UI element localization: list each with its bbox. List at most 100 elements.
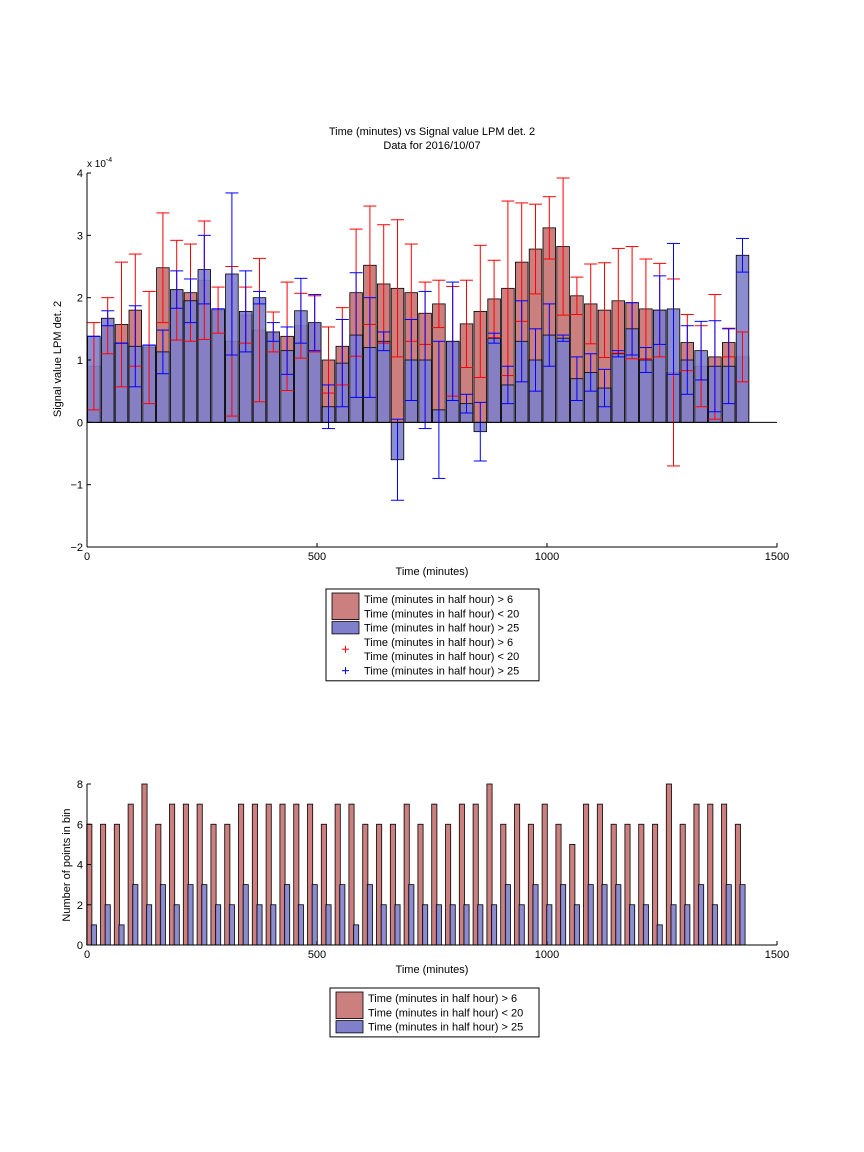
chart2-bar-s1-29 bbox=[491, 904, 498, 946]
chart2-bar-s1-6 bbox=[173, 904, 180, 946]
chart2-bar-s1-47 bbox=[739, 884, 746, 946]
chart2-bar-s1-16 bbox=[311, 884, 318, 946]
chart1-xtick-label-2: 1000 bbox=[535, 551, 559, 563]
chart1-ytick-label-0: −2 bbox=[70, 542, 83, 554]
chart1-legend: Time (minutes in half hour) > 6 Time (min… bbox=[325, 588, 540, 682]
chart2-ytick-label-3: 6 bbox=[77, 819, 83, 831]
chart2-bar-s1-5 bbox=[159, 884, 166, 946]
chart2-legend-label-0-1: Time (minutes in half hour) < 20 bbox=[368, 1007, 523, 1019]
chart1-legend-swatch-1 bbox=[331, 621, 360, 635]
chart2-bar-s1-25 bbox=[435, 904, 442, 946]
chart2-xtick-label-3: 1500 bbox=[765, 949, 789, 961]
chart2-xtick-label-2: 1000 bbox=[535, 949, 559, 961]
chart1-legend-box bbox=[325, 588, 540, 682]
chart2-bar-s1-19 bbox=[353, 924, 360, 946]
chart2-bar-s1-34 bbox=[560, 884, 567, 946]
chart1-xlabel: Time (minutes) bbox=[396, 566, 469, 578]
chart2-bar-s1-40 bbox=[642, 904, 649, 946]
chart2-legend-swatch-0 bbox=[335, 991, 364, 1020]
chart2-bar-s1-0 bbox=[90, 924, 97, 946]
chart2-bar-s1-23 bbox=[408, 884, 415, 946]
chart2-bar-s1-15 bbox=[297, 904, 304, 946]
chart1-subtitle: Data for 2016/10/07 bbox=[383, 140, 480, 152]
chart1-legend-label-0-0: Time (minutes in half hour) > 6 bbox=[364, 594, 513, 606]
chart2-bar-s1-9 bbox=[215, 904, 222, 946]
chart2-bar-s1-21 bbox=[380, 904, 387, 946]
chart2-bar-s1-38 bbox=[615, 884, 622, 946]
chart2-ytick-label-4: 8 bbox=[77, 779, 83, 791]
chart1-bar-s1-34 bbox=[556, 337, 570, 423]
chart2-xtick-label-0: 0 bbox=[84, 949, 90, 961]
chart2-bar-s1-10 bbox=[228, 904, 235, 946]
chart2-bar-s1-30 bbox=[504, 884, 511, 946]
count-chart: 0 500 1000 1500 0 2 4 6 8 Time (minutes) Number … bbox=[61, 779, 789, 1038]
chart1-ticks: 0 500 1000 1500 −2 −1 0 1 2 3 4 bbox=[70, 168, 789, 563]
chart2-legend-box bbox=[329, 987, 540, 1038]
chart2-bar-s1-3 bbox=[132, 884, 139, 946]
chart1-bar-s1-21 bbox=[376, 340, 391, 423]
chart2-legend-label-0-0: Time (minutes in half hour) > 6 bbox=[368, 993, 517, 1005]
chart2-ticks: 0 500 1000 1500 0 2 4 6 8 bbox=[77, 779, 789, 961]
chart1-ytick-label-1: −1 bbox=[70, 480, 83, 492]
chart1-exponent-label: x 10-4 bbox=[87, 157, 112, 170]
chart2-bar-s1-41 bbox=[656, 924, 663, 946]
chart1-bar-s1-38 bbox=[611, 353, 626, 423]
chart1-title: Time (minutes) vs Signal value LPM det. … bbox=[329, 126, 535, 138]
chart1-bar-s1-29 bbox=[487, 337, 501, 423]
chart1-xtick-label-3: 1500 bbox=[765, 551, 789, 563]
chart2-legend-label-1-0: Time (minutes in half hour) > 25 bbox=[368, 1022, 523, 1034]
chart1-legend-label-3-0: Time (minutes in half hour) > 25 bbox=[364, 666, 519, 678]
signal-chart: Time (minutes) vs Signal value LPM det. … bbox=[52, 126, 789, 682]
chart1-xtick-label-1: 500 bbox=[308, 551, 326, 563]
chart1-bars bbox=[87, 227, 750, 461]
chart2-bar-s1-8 bbox=[201, 884, 208, 946]
chart2-bar-s0-19 bbox=[348, 803, 355, 946]
chart1-xtick-label-0: 0 bbox=[84, 551, 90, 563]
chart2-bar-s1-42 bbox=[670, 904, 677, 946]
chart2-bar-s1-44 bbox=[698, 884, 705, 946]
chart1-ytick-label-3: 1 bbox=[77, 355, 83, 367]
chart2-ytick-label-2: 4 bbox=[77, 860, 83, 872]
chart2-bar-s1-45 bbox=[711, 904, 718, 946]
chart1-ytick-label-5: 3 bbox=[77, 230, 83, 242]
chart1-legend-label-2-0: Time (minutes in half hour) > 6 bbox=[364, 637, 513, 649]
chart1-ytick-label-2: 0 bbox=[77, 417, 83, 429]
chart1-error-bars bbox=[87, 177, 749, 501]
chart2-bar-s1-46 bbox=[725, 884, 732, 946]
chart2-ytick-label-1: 2 bbox=[77, 900, 83, 912]
chart1-legend-label-1-0: Time (minutes in half hour) > 25 bbox=[364, 623, 519, 635]
chart2-bar-s1-37 bbox=[601, 884, 608, 946]
chart2-bar-s1-1 bbox=[104, 904, 111, 946]
chart2-bar-s1-2 bbox=[118, 924, 125, 946]
chart2-bar-s1-36 bbox=[587, 884, 594, 946]
chart1-ytick-label-6: 4 bbox=[77, 168, 83, 180]
chart2-bar-s1-31 bbox=[518, 904, 525, 946]
chart2-ylabel: Number of points in bin bbox=[61, 808, 73, 921]
chart2-bar-s1-24 bbox=[422, 904, 429, 946]
chart2-bar-s1-39 bbox=[629, 904, 636, 946]
chart1-legend-swatch-0 bbox=[331, 592, 360, 621]
chart2-bar-s1-26 bbox=[449, 904, 456, 946]
chart2-bar-s1-7 bbox=[187, 884, 194, 946]
chart2-bar-s1-18 bbox=[339, 884, 346, 946]
chart2-legend-swatch-1 bbox=[335, 1020, 364, 1034]
chart2-bar-s1-13 bbox=[270, 904, 277, 946]
chart1-legend-label-0-1: Time (minutes in half hour) < 20 bbox=[364, 608, 519, 620]
chart2-bar-s1-33 bbox=[546, 904, 553, 946]
chart2-bar-s1-22 bbox=[394, 904, 401, 946]
chart2-bar-s1-4 bbox=[146, 904, 153, 946]
chart2-bar-s1-17 bbox=[325, 904, 332, 946]
chart2-legend: Time (minutes in half hour) > 6 Time (min… bbox=[329, 987, 540, 1038]
chart2-xtick-label-1: 500 bbox=[308, 949, 326, 961]
chart2-bar-s1-20 bbox=[366, 884, 373, 946]
chart2-ytick-label-0: 0 bbox=[77, 940, 83, 952]
chart2-bar-s1-28 bbox=[477, 904, 484, 946]
chart1-legend-label-2-1: Time (minutes in half hour) < 20 bbox=[364, 651, 519, 663]
chart2-bars bbox=[86, 783, 746, 946]
chart2-bar-s1-35 bbox=[573, 904, 580, 946]
chart2-bar-s1-27 bbox=[463, 904, 470, 946]
chart2-bar-s1-32 bbox=[532, 884, 539, 946]
chart2-bar-s1-14 bbox=[284, 884, 291, 946]
chart1-ytick-label-4: 2 bbox=[77, 293, 83, 305]
